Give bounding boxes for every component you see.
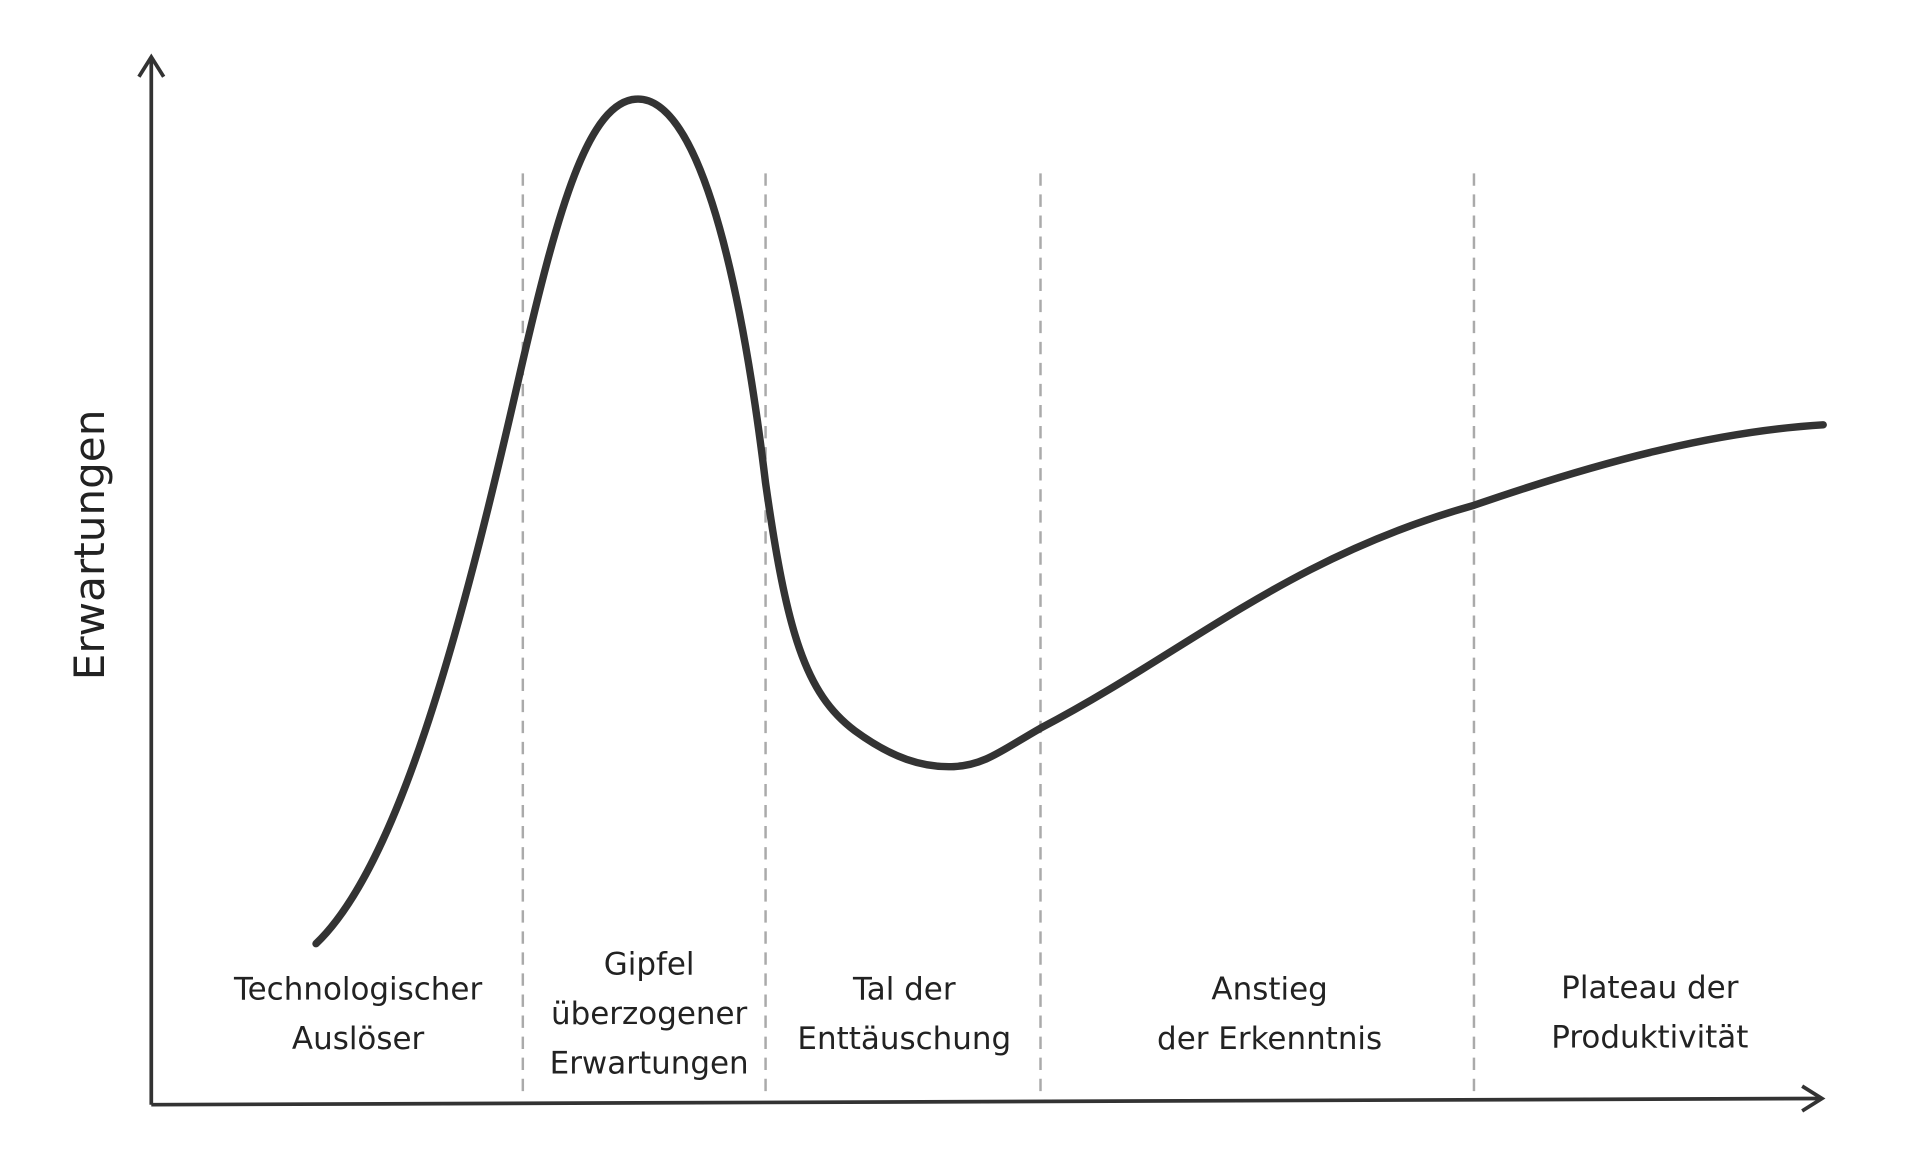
y-axis-label: Erwartungen	[65, 410, 114, 681]
phase-label: Plateau der	[1561, 970, 1739, 1006]
phase-label: Produktivität	[1551, 1020, 1748, 1056]
phase-label: Gipfel	[604, 947, 695, 983]
phase-label: Technologischer	[233, 971, 482, 1007]
phase-label: Anstieg	[1211, 971, 1327, 1007]
phase-dividers	[521, 173, 1476, 1100]
phase-label: Tal der	[852, 971, 956, 1007]
axes	[137, 53, 1826, 1113]
hype-curve	[312, 95, 1827, 948]
x-axis-arrow	[1801, 1084, 1826, 1113]
phase-label: der Erkenntnis	[1157, 1021, 1382, 1057]
phase-label: überzogener	[551, 996, 748, 1032]
phase-label: Erwartungen	[550, 1046, 749, 1082]
phase-label: Enttäuschung	[797, 1021, 1011, 1057]
phase-label: Auslöser	[292, 1021, 425, 1057]
x-axis	[151, 1096, 1821, 1107]
y-axis-arrow	[137, 53, 166, 78]
